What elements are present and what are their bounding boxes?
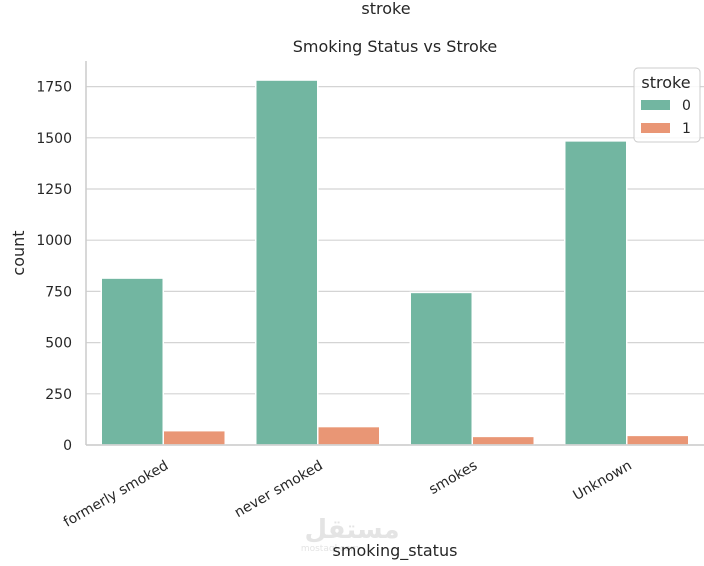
axes	[85, 61, 704, 446]
y-tick-label: 250	[45, 387, 72, 403]
y-axis-label: count	[9, 230, 28, 275]
x-axis-label: smoking_status	[333, 541, 458, 561]
y-tick-label: 750	[45, 284, 72, 300]
x-tick-label: smokes	[426, 458, 480, 498]
y-tick-label: 500	[45, 336, 72, 352]
legend-swatch	[641, 100, 670, 110]
y-tick-label: 1750	[36, 80, 72, 96]
watermark-logo: مستقل mostaql.com	[301, 515, 400, 554]
gridlines	[86, 85, 704, 446]
bar-stroke-0-formerly-smoked	[100, 277, 164, 446]
bar-stroke-1-formerly-smoked	[162, 429, 226, 446]
y-tick-label: 1250	[36, 182, 72, 198]
bar-stroke-0-smokes	[409, 291, 473, 446]
figure-title: stroke	[361, 0, 410, 18]
bar-stroke-0-never-smoked	[255, 79, 319, 446]
y-tick-label: 0	[63, 438, 72, 454]
legend-swatch	[641, 123, 670, 133]
bar-stroke-1-smokes	[471, 435, 535, 446]
bar-stroke-1-never-smoked	[317, 425, 381, 446]
legend-title: stroke	[641, 73, 690, 92]
bar-stroke-0-unknown	[564, 140, 628, 446]
legend-label: 1	[682, 121, 691, 137]
x-tick-label: never smoked	[232, 458, 326, 521]
legend: stroke 0 1	[633, 67, 701, 143]
x-tick-label: formerly smoked	[61, 458, 171, 531]
bars	[100, 79, 690, 446]
legend-label: 0	[682, 98, 691, 114]
chart-title: Smoking Status vs Stroke	[293, 37, 498, 56]
watermark-text: مستقل	[304, 515, 399, 545]
y-tick-label: 1000	[36, 233, 72, 249]
y-tick-label: 1500	[36, 131, 72, 147]
watermark-subtext: mostaql.com	[301, 544, 359, 554]
x-tick-label: Unknown	[570, 458, 634, 504]
y-tick-labels: 0 250 500 750 1000 1250 1500 1750	[36, 80, 72, 454]
bar-stroke-1-unknown	[626, 434, 690, 446]
